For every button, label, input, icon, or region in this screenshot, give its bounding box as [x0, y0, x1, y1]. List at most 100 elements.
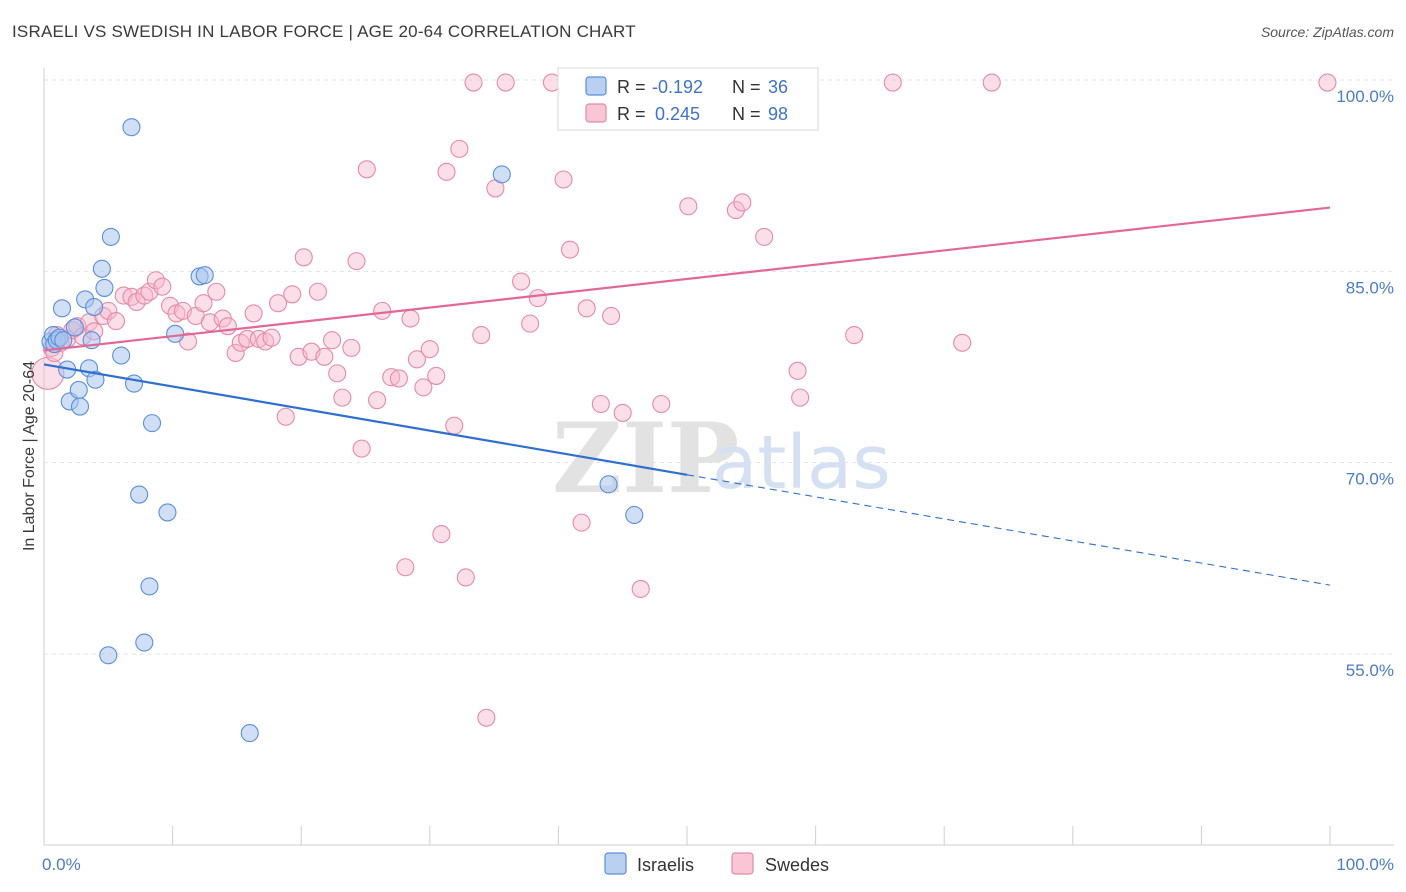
swedes-point-74: [521, 314, 540, 333]
source-label: Source: ZipAtlas.com: [1260, 24, 1394, 40]
swedes-point-77: [554, 170, 573, 189]
israelis-point-32: [240, 724, 259, 743]
swedes-point-59: [407, 350, 426, 369]
y-tick-label-3: 100.0%: [1336, 87, 1394, 106]
israelis-point-21: [112, 346, 131, 365]
y-tick-label-0: 55.0%: [1346, 661, 1394, 680]
watermark-atlas: atlas: [712, 420, 891, 506]
swedes-point-68: [464, 73, 483, 92]
swedes-point-50: [347, 252, 366, 271]
israelis-point-25: [135, 633, 154, 652]
bottom-legend-swedes-label: Swedes: [765, 855, 829, 875]
legend-israelis-r-label: R =: [617, 77, 646, 97]
bottom-legend-israelis-label: Israelis: [637, 855, 694, 875]
swedes-point-83: [613, 403, 632, 422]
swedes-point-28: [207, 282, 226, 301]
swedes-point-61: [420, 340, 439, 359]
legend-israelis-n-value: 36: [768, 77, 788, 97]
swedes-point-58: [401, 309, 420, 328]
swedes-point-13: [106, 312, 126, 331]
swedes-point-45: [315, 347, 334, 366]
swedes-trend-line: [43, 206, 1331, 352]
legend-israelis-swatch: [585, 76, 607, 96]
israelis-point-6: [52, 299, 72, 318]
swedes-point-49: [342, 338, 361, 357]
legend-swedes-n-label: N =: [732, 104, 761, 124]
israelis-point-27: [142, 414, 162, 433]
bottom-legend: Israelis Swedes: [604, 852, 829, 875]
swedes-point-30: [218, 317, 237, 336]
swedes-points: [31, 73, 1337, 727]
swedes-point-26: [194, 294, 213, 313]
swedes-point-44: [308, 282, 327, 301]
swedes-point-82: [602, 306, 621, 326]
legend-israelis-r-value: -0.192: [652, 77, 703, 97]
israelis-point-20: [101, 227, 120, 246]
swedes-point-52: [357, 160, 376, 179]
legend-swedes-n-value: 98: [768, 104, 788, 124]
y-axis-label: In Labor Force | Age 20-64: [21, 361, 38, 551]
israelis-point-9: [65, 318, 84, 337]
israelis-point-16: [86, 370, 105, 389]
trend-lines: [43, 206, 1331, 586]
israelis-point-15: [85, 297, 104, 317]
bottom-legend-israelis-swatch: [604, 852, 627, 875]
swedes-point-47: [328, 364, 347, 383]
swedes-point-94: [883, 73, 902, 92]
watermark: ZIP atlas: [552, 402, 891, 515]
swedes-point-87: [726, 201, 745, 220]
swedes-point-31: [226, 343, 245, 363]
swedes-point-75: [528, 289, 547, 308]
israelis-point-24: [130, 485, 149, 504]
y-tick-label-2: 85.0%: [1346, 278, 1394, 297]
swedes-point-96: [982, 73, 1001, 92]
swedes-point-95: [953, 333, 972, 352]
swedes-point-93: [845, 326, 864, 345]
israelis-points: [41, 118, 644, 743]
x-tick-label-1: 100.0%: [1336, 855, 1394, 874]
bottom-legend-swedes-swatch: [731, 852, 754, 875]
swedes-point-65: [445, 416, 464, 435]
swedes-point-53: [368, 391, 387, 410]
swedes-point-79: [572, 513, 591, 532]
swedes-point-38: [269, 294, 288, 313]
swedes-point-84: [631, 579, 650, 598]
israelis-point-23: [124, 374, 144, 393]
swedes-point-37: [262, 328, 281, 347]
legend-swedes-r-value: 0.245: [655, 104, 700, 124]
israelis-trend-line: [43, 363, 688, 476]
israelis-point-33: [492, 165, 511, 184]
swedes-point-88: [733, 193, 752, 212]
swedes-point-72: [496, 73, 515, 92]
x-tick-label-0: 0.0%: [42, 855, 81, 874]
swedes-point-80: [577, 299, 596, 318]
swedes-point-15: [122, 287, 141, 306]
legend-israelis-n-label: N =: [732, 77, 761, 97]
swedes-point-55: [382, 368, 401, 387]
swedes-point-51: [352, 439, 371, 458]
israelis-point-11: [70, 397, 90, 416]
legend-swedes-swatch: [585, 103, 607, 123]
swedes-point-40: [283, 285, 302, 304]
watermark-zip: ZIP: [552, 402, 739, 515]
tick-labels: 55.0% 70.0% 85.0% 100.0% 0.0% 100.0%: [42, 87, 1394, 874]
israelis-point-28: [158, 503, 177, 522]
israelis-point-34: [599, 475, 618, 494]
axis-layer: [43, 68, 1394, 846]
swedes-point-60: [414, 378, 433, 397]
israelis-point-19: [99, 646, 118, 665]
swedes-point-67: [456, 568, 475, 587]
israelis-point-10: [69, 380, 88, 400]
swedes-point-63: [432, 525, 451, 544]
israelis-point-22: [122, 118, 141, 137]
israelis-point-18: [95, 278, 114, 297]
swedes-point-64: [437, 162, 456, 181]
swedes-point-91: [788, 361, 807, 380]
swedes-point-85: [652, 394, 671, 414]
swedes-point-92: [791, 388, 810, 407]
swedes-point-73: [512, 272, 531, 291]
chart-title: ISRAELI VS SWEDISH IN LABOR FORCE | AGE …: [12, 22, 636, 41]
swedes-point-69: [472, 326, 491, 345]
swedes-point-97: [1318, 73, 1337, 92]
